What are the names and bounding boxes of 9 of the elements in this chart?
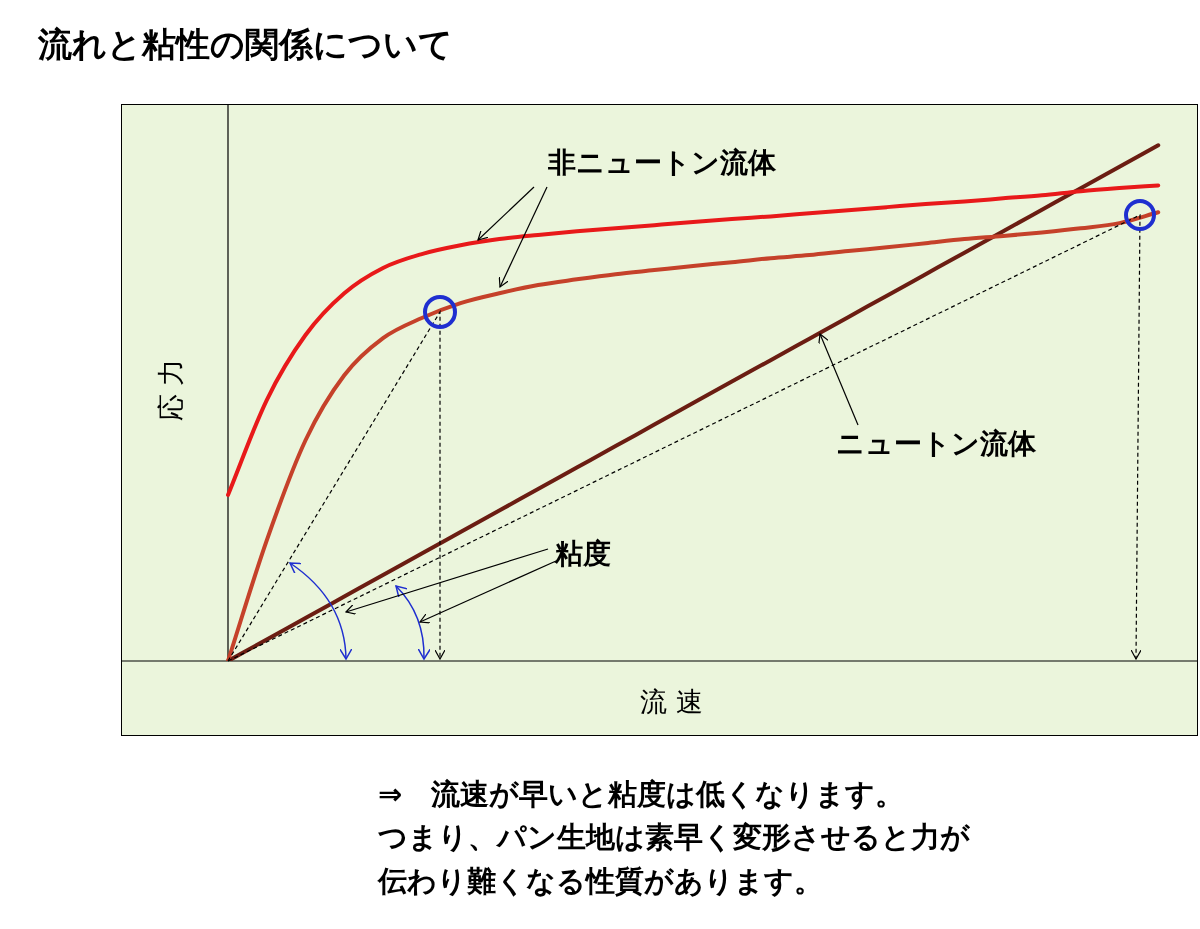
annotation: ニュートン流体: [836, 426, 1036, 462]
text: 伝わり難くなる性質があります。: [378, 863, 823, 900]
x-axis-title: 流 速: [640, 685, 703, 719]
chart-title: 流れと粘性の関係について: [38, 23, 453, 66]
annotation: 非ニュートン流体: [548, 145, 776, 181]
text: ⇒ 流速が早いと粘度は低くなります。: [378, 776, 905, 813]
y-axis-title: 応 力: [154, 358, 188, 422]
annotation: 粘度: [555, 536, 611, 572]
text: つまり、パン生地は素早く変形させると力が: [378, 819, 970, 856]
